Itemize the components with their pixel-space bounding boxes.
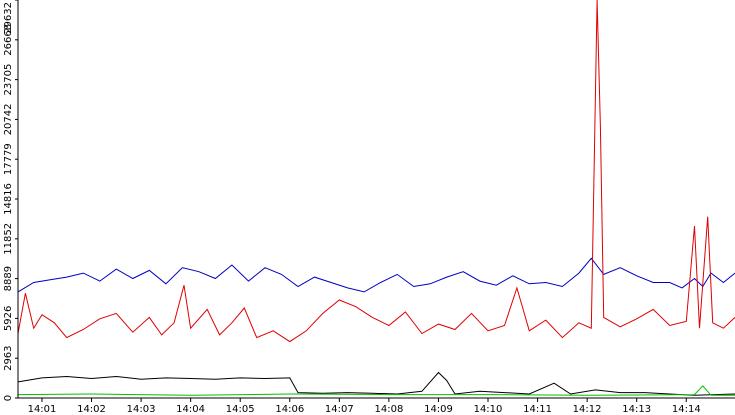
y-tick-labels: 0 2963 5926 8889 11852 14816 17779 20742 23705 26…	[3, 0, 18, 401]
x-tick-label: 14:13	[622, 404, 651, 415]
x-tick-label: 14:12	[573, 404, 602, 415]
y-tick-label: 26668	[3, 24, 14, 56]
series-line-4	[17, 385, 735, 396]
x-tick-label: 14:11	[523, 404, 552, 415]
y-tick-label: 14816	[3, 183, 14, 215]
y-tick-label: 5926	[3, 306, 14, 331]
axis-layer	[17, 0, 735, 399]
x-tick-label: 14:14	[672, 404, 701, 415]
y-tick-label: 0	[3, 395, 14, 401]
x-tick-label: 14:09	[424, 404, 453, 415]
x-tick-label: 14:02	[77, 404, 106, 415]
x-tick-label: 14:08	[374, 404, 403, 415]
series-line-2	[17, 0, 735, 343]
x-tick-label: 14:03	[127, 404, 156, 415]
x-tick-label: 14:07	[325, 404, 354, 415]
y-tick-label: 29632	[3, 2, 14, 34]
x-tick-labels: 14:01 14:02 14:03 14:04 14:05 14:06 14:07 14:08…	[28, 398, 701, 415]
x-tick-label: 14:04	[176, 404, 205, 415]
y-tick-label: 20742	[3, 103, 14, 135]
x-tick-label: 14:10	[474, 404, 503, 415]
x-tick-label: 14:01	[28, 404, 57, 415]
y-tick-label: 8889	[3, 266, 14, 291]
y-tick-label: 17779	[3, 143, 14, 175]
x-tick-label: 14:05	[226, 404, 255, 415]
series-layer	[17, 0, 735, 396]
series-line-1	[17, 257, 735, 293]
y-tick-label: 2963	[3, 345, 14, 370]
series-line-3	[17, 371, 735, 396]
y-tick-label: 23705	[3, 64, 14, 96]
x-tick-label: 14:06	[275, 404, 304, 415]
y-tick-label: 11852	[3, 223, 14, 255]
